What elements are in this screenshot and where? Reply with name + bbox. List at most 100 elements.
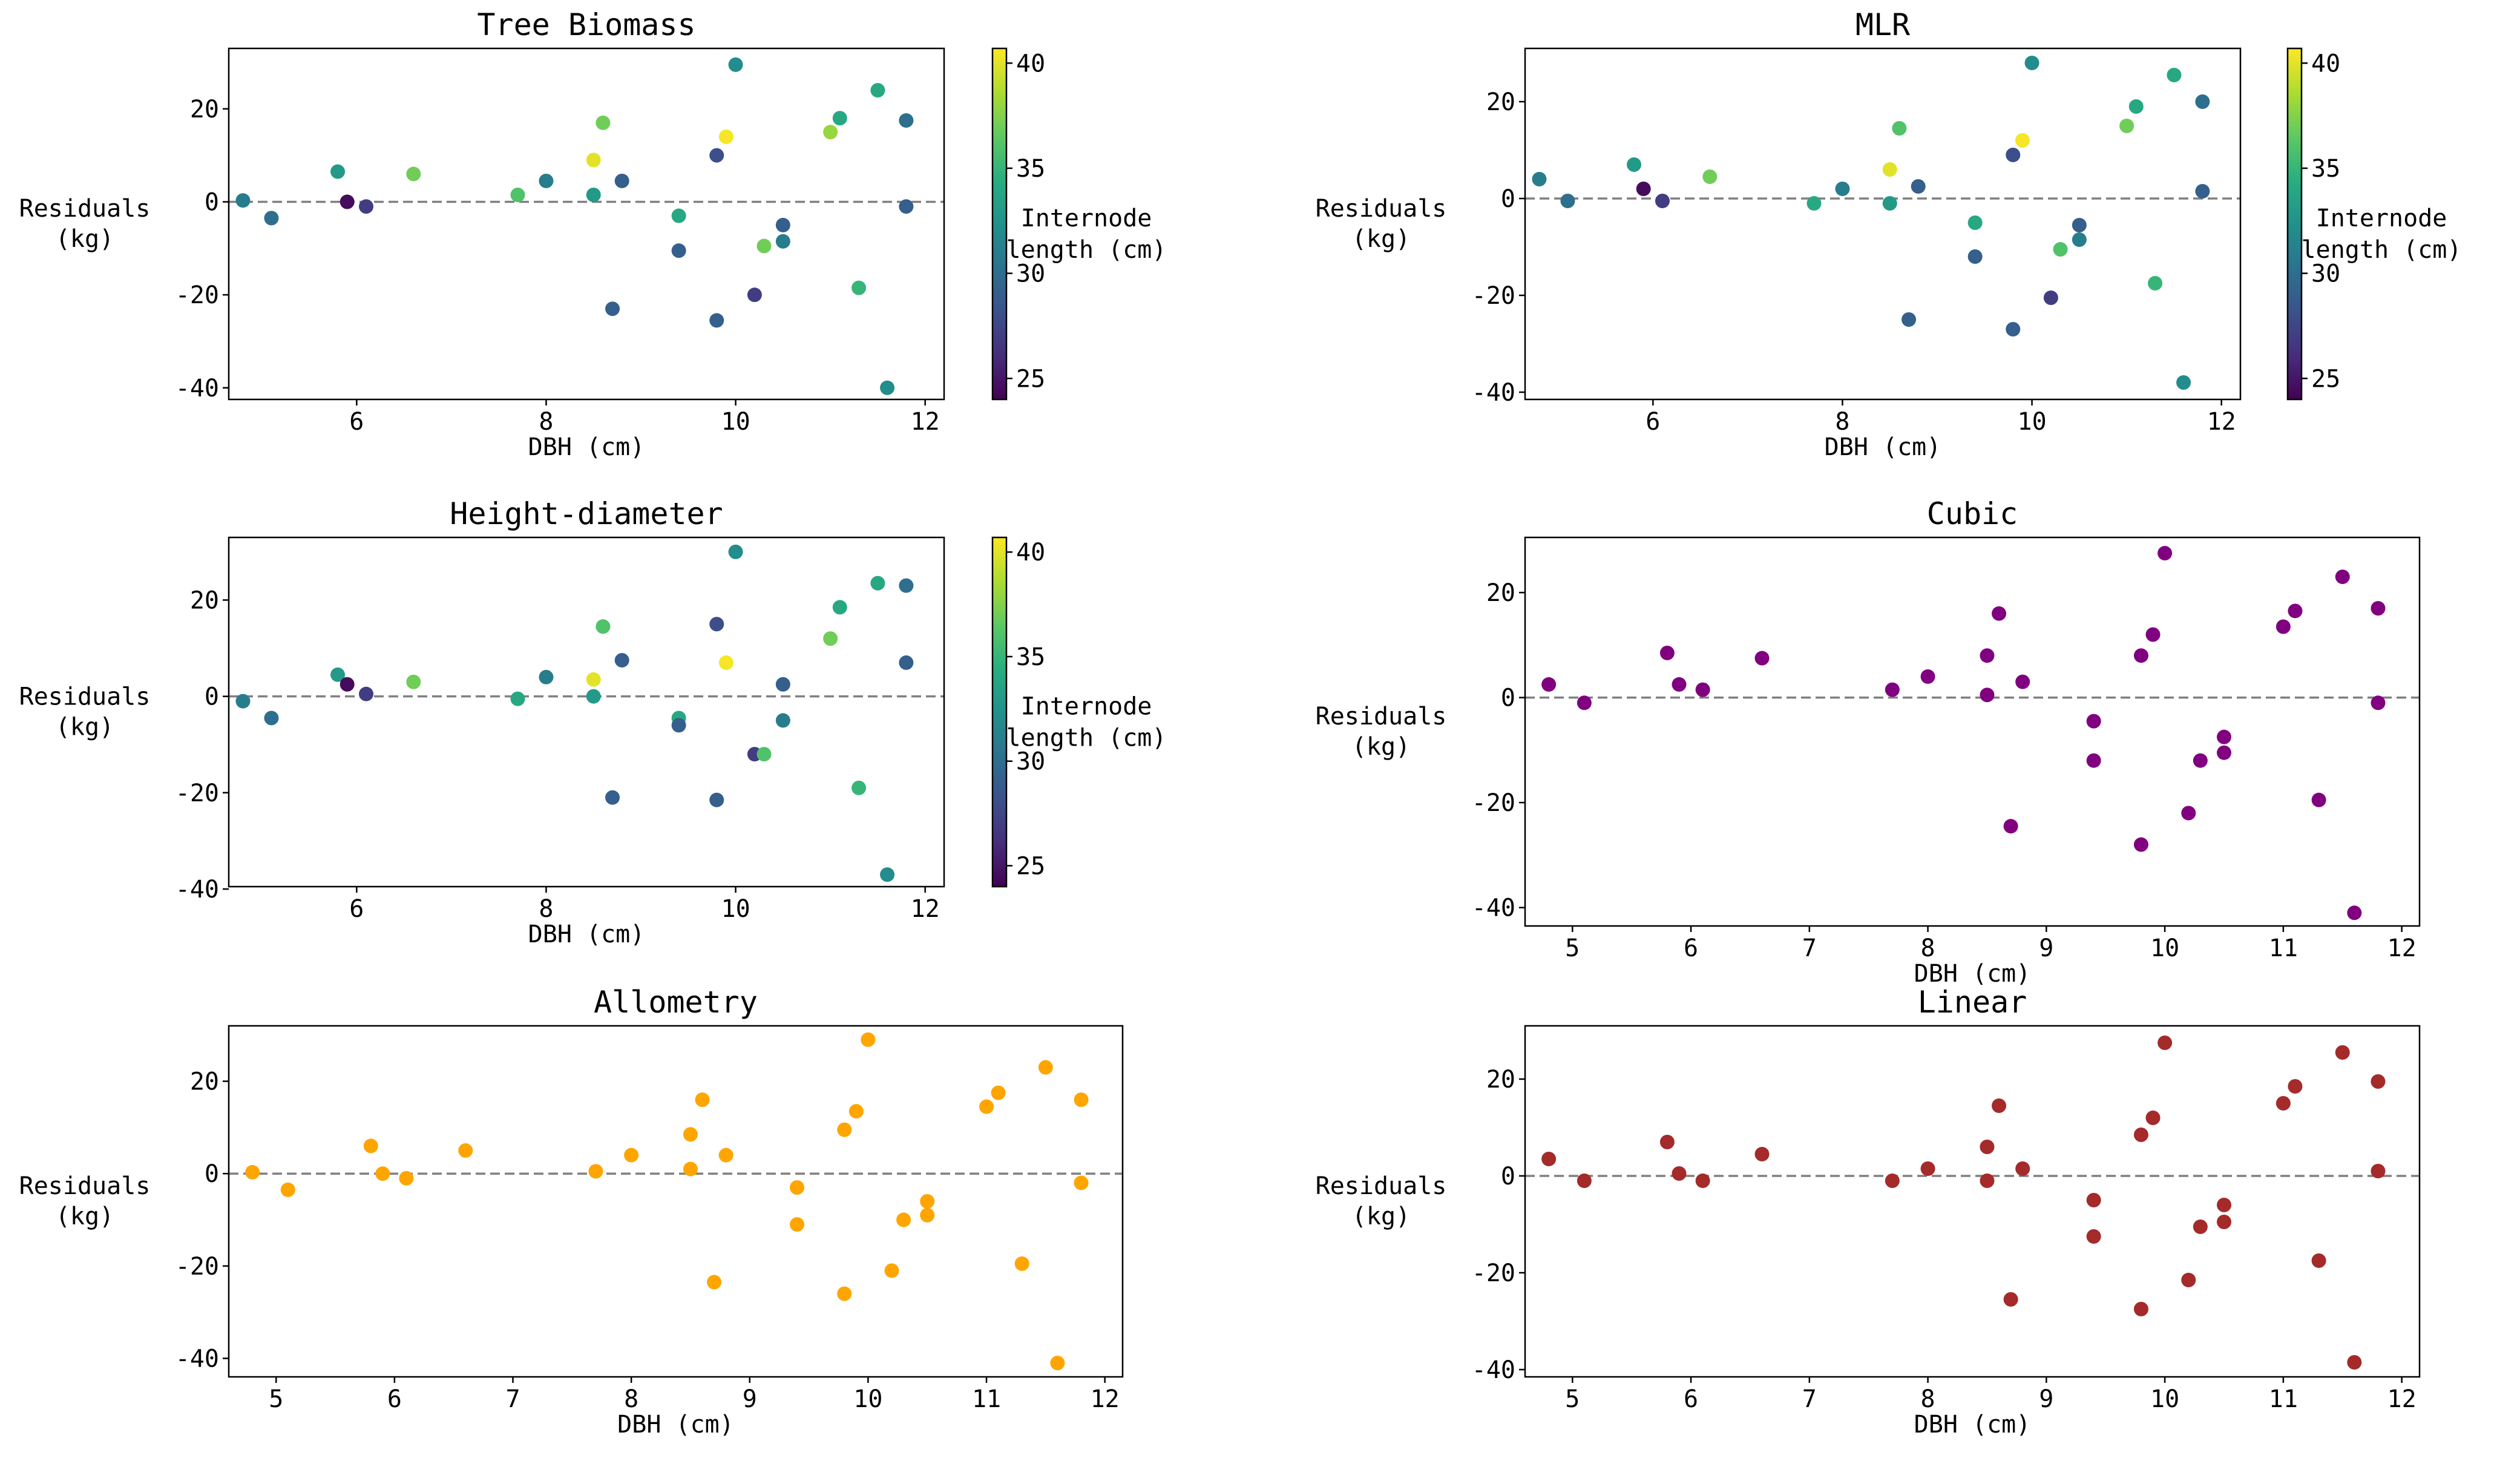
x-tick-label: 10	[2150, 934, 2179, 962]
x-tick-label: 8	[539, 895, 553, 923]
data-point	[1577, 695, 1592, 711]
data-point	[330, 164, 346, 179]
data-point	[235, 694, 251, 709]
data-point	[624, 1147, 639, 1163]
data-point	[823, 631, 838, 646]
data-point	[1920, 669, 1935, 684]
data-point	[718, 655, 733, 670]
plot-frame	[1524, 47, 2242, 401]
x-tick-label: 12	[2387, 1385, 2417, 1413]
data-point	[683, 1127, 698, 1142]
data-point	[775, 677, 790, 692]
data-point	[2015, 1161, 2030, 1176]
y-tick-label: -40	[1472, 379, 1515, 407]
data-point	[870, 83, 885, 98]
data-point	[709, 617, 724, 632]
data-point	[2006, 322, 2021, 336]
data-point	[2276, 619, 2291, 634]
data-point	[539, 173, 554, 188]
data-point	[832, 600, 847, 615]
data-point	[605, 790, 620, 805]
data-point	[1835, 182, 1850, 196]
data-point	[406, 166, 421, 182]
x-tick-label: 10	[721, 895, 750, 923]
x-tick-label: 9	[2039, 1385, 2053, 1413]
data-point	[264, 711, 279, 726]
data-point	[363, 1138, 378, 1154]
data-point	[1754, 1147, 1770, 1161]
x-axis-label: DBH (cm)	[528, 433, 645, 461]
data-point	[775, 217, 790, 232]
x-tick-label: 10	[2017, 408, 2046, 436]
data-point	[747, 287, 762, 303]
data-point	[2145, 627, 2161, 642]
data-point	[2276, 1096, 2291, 1111]
colorbar-tick-label: 25	[1016, 365, 1045, 393]
data-point	[539, 669, 554, 684]
data-point	[851, 280, 867, 295]
subplot-tree-biomass: Tree Biomass 6 8 10 12 -40 -20 0 20 DBH (cm) Resid…	[19, 7, 1167, 461]
x-tick-label: 11	[972, 1385, 1001, 1413]
x-tick-label: 5	[1565, 934, 1580, 962]
colorbar-tick-label: 35	[1016, 643, 1045, 671]
data-point	[1980, 688, 1995, 703]
data-point	[671, 718, 686, 733]
data-point	[728, 544, 743, 559]
colorbar-label: Internode	[1021, 205, 1152, 232]
data-point	[1627, 157, 1642, 172]
data-point	[359, 686, 374, 701]
x-tick-label: 8	[539, 408, 553, 436]
x-tick-label: 10	[721, 408, 750, 436]
data-point	[588, 1164, 603, 1179]
data-point	[1659, 1135, 1675, 1149]
data-point	[2311, 1253, 2326, 1268]
data-point	[709, 313, 724, 328]
data-point	[614, 652, 629, 668]
x-tick-label: 8	[1921, 934, 1935, 962]
data-point	[2216, 1215, 2231, 1229]
x-tick-label: 8	[1921, 1385, 1935, 1413]
data-point	[2371, 1164, 2386, 1178]
subplot-linear: Linear 5 6 7 8 9 10 11 12 -40 -20 0 20 DBH (cm) Residu…	[1316, 985, 2421, 1439]
y-tick-label: -20	[176, 1253, 219, 1281]
y-tick-label: 20	[1486, 1066, 1515, 1094]
y-tick-label: 20	[190, 1068, 219, 1096]
colorbar-tick-label: 40	[2311, 50, 2340, 77]
data-point	[718, 129, 733, 144]
colorbar-tick-label: 25	[2311, 365, 2340, 393]
x-tick-label: 6	[1684, 1385, 1698, 1413]
data-point	[790, 1180, 805, 1195]
data-point	[1038, 1060, 1053, 1075]
colorbar-frame	[991, 536, 1008, 888]
data-point	[899, 655, 914, 670]
y-axis-label: Residuals	[1316, 703, 1447, 730]
y-axis-label: Residuals	[1316, 195, 1447, 223]
subplot-mlr: MLR 6 8 10 12 -40 -20 0 20 DBH (cm) Residuals(kg) 2…	[1316, 7, 2462, 461]
data-point	[2216, 729, 2231, 744]
y-tick-label: 0	[1501, 1163, 1515, 1190]
y-tick-label: -20	[176, 281, 219, 309]
data-point	[1754, 651, 1770, 666]
y-tick-label: -40	[1472, 1356, 1515, 1384]
x-axis-label: DBH (cm)	[1825, 433, 1941, 461]
y-tick-label: -40	[176, 375, 219, 402]
y-tick-label: -20	[1472, 282, 1515, 310]
y-axis-label-unit: (kg)	[56, 714, 114, 741]
y-tick-label: 20	[190, 96, 219, 123]
data-point	[614, 173, 629, 188]
data-point	[1541, 1152, 1557, 1166]
x-tick-label: 12	[2387, 934, 2417, 962]
x-tick-label: 7	[1802, 934, 1817, 962]
y-tick-label: -40	[176, 1345, 219, 1373]
data-point	[2133, 1302, 2148, 1316]
y-axis-label: Residuals	[19, 1172, 151, 1200]
plot-frame	[228, 536, 945, 888]
data-point	[586, 672, 601, 687]
data-point	[2133, 1128, 2148, 1142]
data-point	[1655, 194, 1670, 208]
y-tick-label: 20	[1486, 88, 1515, 116]
data-point	[406, 674, 421, 689]
data-point	[671, 208, 686, 223]
data-point	[2335, 1045, 2350, 1060]
data-point	[2015, 674, 2030, 689]
